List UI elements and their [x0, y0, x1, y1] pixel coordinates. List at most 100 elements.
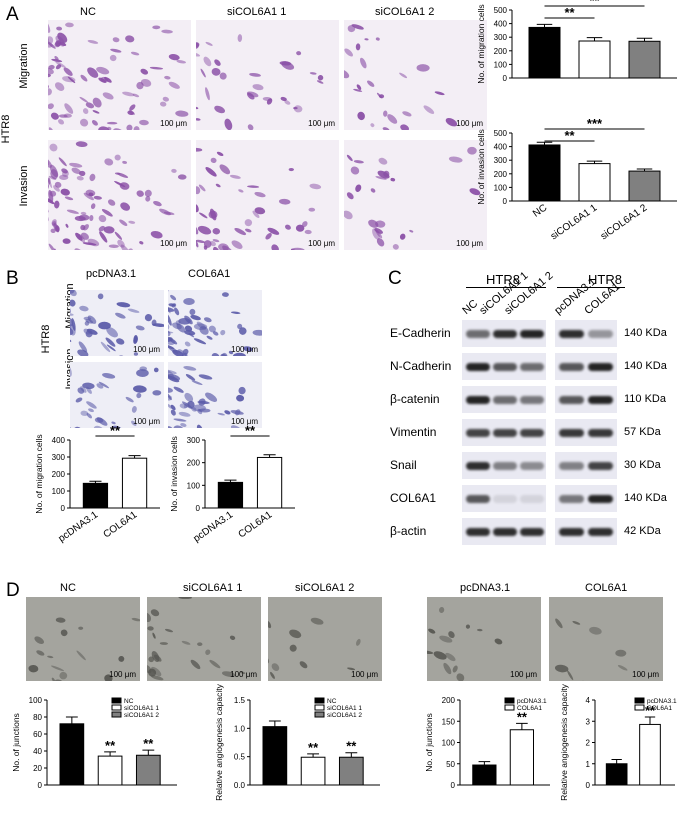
- bar: [578, 163, 611, 202]
- bar: [628, 170, 661, 202]
- bar: [121, 457, 148, 509]
- y-tick-label: 200: [187, 459, 201, 468]
- bar: [509, 729, 534, 786]
- col-label-nc: NC: [80, 6, 96, 18]
- tube-image: 100 μm: [26, 597, 140, 681]
- micrograph-b: 100 μm: [168, 362, 262, 428]
- row-label-invasion: Invasion: [18, 165, 30, 207]
- protein-label: β-actin: [390, 524, 427, 538]
- micrograph-a: 100 μm: [344, 140, 487, 250]
- sig-stars: **: [308, 740, 319, 755]
- micrograph-b: 100 μm: [70, 362, 164, 428]
- blot-strip-right: [555, 452, 617, 479]
- band: [466, 462, 490, 470]
- micrograph-a: 100 μm: [344, 20, 487, 130]
- micrograph-b: 100 μm: [168, 290, 262, 356]
- y-axis-label: Relative angiogenesis capacity: [214, 683, 224, 800]
- micrograph-a: 100 μm: [196, 20, 339, 130]
- sig-stars: ***: [587, 116, 603, 131]
- panel-label-b: B: [6, 268, 19, 289]
- y-tick-label: 0: [61, 504, 66, 513]
- axis: [511, 10, 677, 79]
- d-column-label: pcDNA3.1: [460, 582, 511, 594]
- y-tick-label: 0: [38, 781, 43, 790]
- y-tick-label: 500: [494, 129, 508, 138]
- band: [520, 363, 544, 371]
- legend-swatch: [314, 704, 325, 711]
- y-tick-label: 100: [52, 487, 66, 496]
- micrograph-a: 100 μm: [48, 20, 191, 130]
- bar: [578, 40, 611, 79]
- scale-bar-label: 100 μm: [510, 670, 537, 679]
- y-tick-label: 400: [494, 143, 508, 152]
- band: [559, 429, 584, 437]
- blot-strip-left: [462, 353, 546, 380]
- x-tick-label: COL6A1: [237, 509, 275, 540]
- y-axis-label: Relative angiogenesis capacity: [559, 683, 569, 800]
- band: [466, 528, 490, 536]
- legend-swatch: [111, 704, 122, 711]
- y-tick-label: 40: [33, 747, 42, 756]
- y-tick-label: 60: [33, 730, 42, 739]
- bar: [528, 26, 561, 79]
- legend-label: siCOL6A1 2: [124, 712, 159, 719]
- y-tick-label: 300: [494, 33, 508, 42]
- blot-strip-right: [555, 353, 617, 380]
- error-bar: [636, 168, 653, 172]
- size-label: 140 KDa: [624, 492, 667, 504]
- y-tick-label: 100: [442, 739, 456, 748]
- error-bar: [586, 37, 603, 42]
- row-label-migration: Migration: [18, 43, 30, 89]
- y-axis-label: No. of junctions: [11, 713, 21, 772]
- sig-stars: **: [589, 0, 600, 8]
- scale-bar-label: 100 μm: [308, 119, 335, 128]
- panel-label-a: A: [6, 4, 19, 25]
- band: [588, 396, 613, 404]
- micrograph-a: 100 μm: [196, 140, 339, 250]
- sig-stars: **: [105, 738, 116, 753]
- blot-strip-left: [462, 386, 546, 413]
- axis: [459, 700, 550, 786]
- protein-label: N-Cadherin: [390, 359, 452, 373]
- axis: [511, 133, 677, 202]
- blot-strip-right: [555, 485, 617, 512]
- size-label: 30 KDa: [624, 459, 661, 471]
- band: [493, 528, 517, 536]
- legend-label: pcDNA3.1: [647, 698, 677, 705]
- tube-image: 100 μm: [549, 597, 663, 681]
- error-bar: [478, 761, 491, 766]
- scale-bar-label: 100 μm: [133, 345, 160, 354]
- band: [493, 495, 517, 503]
- y-tick-label: 3: [586, 717, 591, 726]
- scale-bar-label: 100 μm: [160, 239, 187, 248]
- y-tick-label: 20: [33, 764, 42, 773]
- legend-swatch: [634, 704, 645, 711]
- error-bar: [586, 160, 603, 164]
- scale-bar-label: 100 μm: [160, 119, 187, 128]
- y-tick-label: 0: [451, 781, 456, 790]
- y-tick-label: 200: [442, 696, 456, 705]
- y-tick-label: 0.5: [234, 753, 246, 762]
- bar: [135, 754, 161, 786]
- x-tick-label: COL6A1: [102, 509, 140, 540]
- band: [588, 495, 613, 503]
- scale-bar-label: 100 μm: [632, 670, 659, 679]
- y-tick-label: 150: [442, 717, 456, 726]
- band: [559, 495, 584, 503]
- scale-bar-label: 100 μm: [230, 670, 257, 679]
- protein-label: COL6A1: [390, 491, 437, 505]
- axis: [249, 700, 380, 786]
- y-tick-label: 200: [494, 47, 508, 56]
- y-tick-label: 0: [196, 504, 201, 513]
- y-tick-label: 300: [52, 453, 66, 462]
- band: [559, 330, 584, 338]
- size-label: 42 KDa: [624, 525, 661, 537]
- blot-strip-left: [462, 485, 546, 512]
- legend-swatch: [504, 697, 515, 704]
- scale-bar-label: 100 μm: [351, 670, 378, 679]
- micrograph-a: 100 μm: [48, 140, 191, 250]
- band: [466, 330, 490, 338]
- band: [466, 363, 490, 371]
- legend-label: COL6A1: [647, 705, 672, 712]
- panel-label-d: D: [6, 580, 20, 601]
